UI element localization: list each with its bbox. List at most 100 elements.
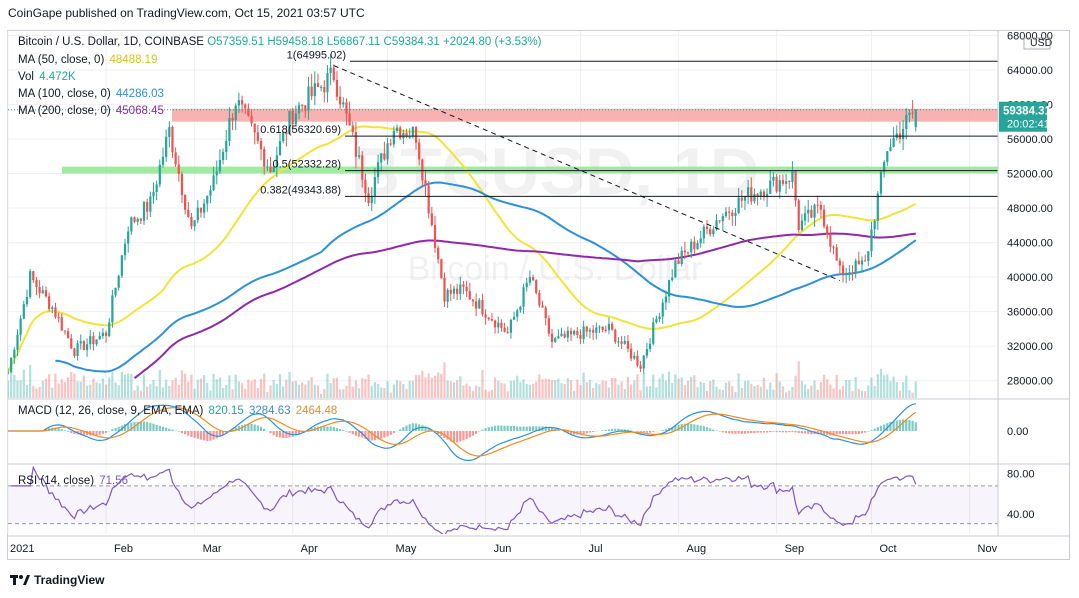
volume-legend[interactable]: Vol 4.472K xyxy=(18,71,76,83)
candle-body xyxy=(642,355,645,369)
tradingview-brand: TradingView xyxy=(34,573,105,587)
candle-body xyxy=(750,187,753,202)
volume-bar xyxy=(158,370,161,398)
volume-bar xyxy=(765,389,769,398)
candle-body xyxy=(335,79,339,97)
macd-histogram-bar xyxy=(642,431,645,433)
volume-bar xyxy=(490,389,494,398)
macd-histogram-bar xyxy=(557,429,560,431)
volume-bar xyxy=(813,380,816,398)
candle-body xyxy=(440,259,443,278)
volume-bar xyxy=(860,390,864,398)
macd-histogram-bar xyxy=(345,431,348,432)
macd-histogram-bar xyxy=(348,431,351,433)
candle-body xyxy=(835,247,838,261)
volume-bar xyxy=(357,388,361,398)
volume-bar xyxy=(139,390,142,398)
candle-body xyxy=(10,357,13,373)
candle-body xyxy=(648,343,652,350)
macd-histogram-bar xyxy=(402,427,405,431)
macd-histogram-bar xyxy=(569,431,573,435)
candle-body xyxy=(626,340,630,349)
candle-body xyxy=(54,307,57,318)
volume-bar xyxy=(272,380,275,398)
price-tick-label: 32000.00 xyxy=(1007,341,1053,353)
macd-histogram-bar xyxy=(531,426,535,431)
macd-histogram-bar xyxy=(908,420,911,431)
candle-body xyxy=(519,306,522,311)
moving-averages xyxy=(8,125,917,379)
volume-bar xyxy=(275,383,278,398)
volume-bar xyxy=(557,378,560,398)
volume-bar xyxy=(592,388,595,398)
candle-body xyxy=(563,333,566,338)
volume-bar xyxy=(108,377,111,398)
candle-body xyxy=(579,334,582,339)
macd-histogram-bar xyxy=(136,421,139,431)
volume-bar xyxy=(146,386,149,398)
volume-bar xyxy=(629,384,633,398)
macd-histogram-bar xyxy=(386,431,389,437)
candle-body xyxy=(29,271,32,297)
volume-bar xyxy=(803,384,807,398)
volume-bar xyxy=(392,384,395,398)
macd-histogram-bar xyxy=(747,431,750,434)
macd-histogram-bar xyxy=(753,431,756,434)
candle-body xyxy=(873,220,876,230)
volume-bar xyxy=(48,374,51,398)
candle-body xyxy=(323,86,326,93)
ma200-legend[interactable]: MA (200, close, 0) 45068.45 xyxy=(18,105,164,117)
macd-histogram-bar xyxy=(256,425,259,431)
tradingview-footer[interactable]: TradingView xyxy=(10,573,104,587)
candle-body xyxy=(781,180,785,184)
ma100-legend[interactable]: MA (100, close, 0) 44286.03 xyxy=(18,88,164,100)
candle-body xyxy=(345,102,348,114)
candle-body xyxy=(424,180,427,186)
macd-histogram-bar xyxy=(497,425,500,431)
macd-histogram-bar xyxy=(389,431,392,435)
macd-histogram-bar xyxy=(652,431,655,432)
candle-body xyxy=(316,83,320,88)
candle-body xyxy=(101,332,104,337)
ma50-legend[interactable]: MA (50, close, 0) 48488.19 xyxy=(18,54,157,66)
candle-body xyxy=(674,260,677,278)
volume-bar xyxy=(427,373,430,398)
ma200-line xyxy=(133,232,916,379)
candle-body xyxy=(228,118,231,142)
macd-histogram-bar xyxy=(702,426,705,431)
volume-bar xyxy=(528,384,531,398)
volume-bar xyxy=(503,383,506,398)
candle-body xyxy=(130,217,133,232)
rsi-legend[interactable]: RSI (14, close) 71.56 xyxy=(18,475,128,487)
macd-histogram-bar xyxy=(883,424,886,431)
candle-body xyxy=(269,166,272,173)
time-tick-label: Jul xyxy=(588,543,602,555)
candle-body xyxy=(38,287,41,294)
candle-body xyxy=(294,113,297,125)
macd-histogram-bar xyxy=(832,431,835,436)
macd-legend[interactable]: MACD (12, 26, close, 9, EMA, EMA) 820.15… xyxy=(18,405,337,417)
volume-bar xyxy=(38,386,41,398)
rsi-pane xyxy=(8,466,998,534)
volume-bar xyxy=(671,382,674,398)
macd-histogram-bar xyxy=(803,431,807,434)
candle-body xyxy=(762,191,766,198)
candle-body xyxy=(728,211,731,213)
macd-histogram-bar xyxy=(60,429,63,431)
macd-histogram-bar xyxy=(130,422,133,431)
last-price-badge xyxy=(999,101,1047,132)
candle-body xyxy=(803,213,807,221)
candle-body xyxy=(155,184,158,193)
volume-bar xyxy=(471,391,475,398)
candle-body xyxy=(531,277,535,281)
volume-bar xyxy=(348,376,351,398)
candle-body xyxy=(433,225,437,248)
macd-histogram-bar xyxy=(696,424,699,431)
macd-histogram-bar xyxy=(728,431,731,434)
time-tick-label: May xyxy=(396,543,417,555)
volume-bar xyxy=(614,378,617,398)
candle-body xyxy=(775,176,778,192)
candle-body xyxy=(475,301,478,309)
candle-body xyxy=(266,166,269,168)
